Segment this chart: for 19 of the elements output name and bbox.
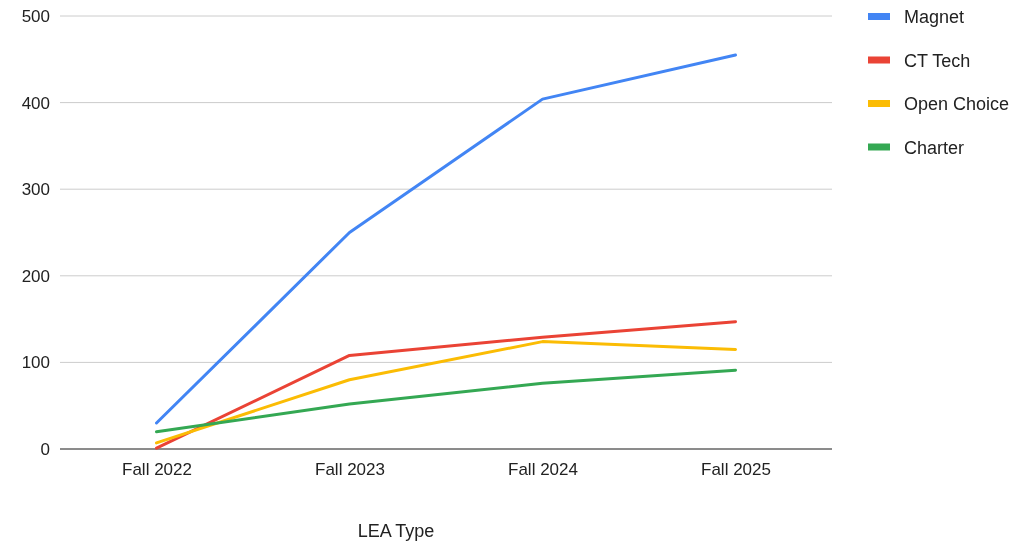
line-series <box>155 53 737 425</box>
legend-label: Magnet <box>904 7 965 27</box>
y-tick-label: 300 <box>21 180 50 200</box>
y-tick-label: 500 <box>21 6 50 26</box>
line-series <box>155 340 737 445</box>
x-tick-label: Fall 2023 <box>315 460 385 480</box>
line-series <box>155 368 737 434</box>
legend-label: Charter <box>904 137 965 158</box>
y-tick-label: 200 <box>21 266 50 286</box>
x-tick-label: Fall 2024 <box>508 460 578 480</box>
x-axis-title: LEA Type <box>357 521 435 541</box>
legend-label: Open Choice <box>904 94 1010 114</box>
y-tick-label: 100 <box>21 353 50 373</box>
legend-label: CT Tech <box>904 50 971 71</box>
y-tick-label: 400 <box>21 93 50 113</box>
line-series <box>155 320 737 450</box>
y-tick-label: 0 <box>40 439 50 459</box>
x-tick-label: Fall 2025 <box>701 460 771 480</box>
x-tick-label: Fall 2022 <box>122 460 192 480</box>
